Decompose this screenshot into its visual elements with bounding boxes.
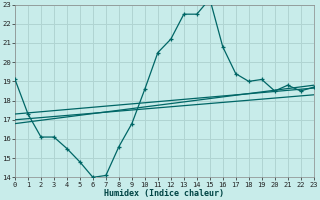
X-axis label: Humidex (Indice chaleur): Humidex (Indice chaleur) [104,189,224,198]
